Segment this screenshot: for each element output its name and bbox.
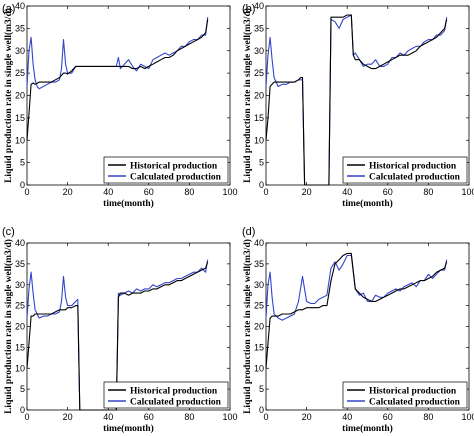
y-tick-label: 10 <box>254 363 264 373</box>
legend-entry: Calculated production <box>130 173 222 183</box>
historical-series-line <box>26 19 209 141</box>
x-tick-label: 20 <box>63 412 73 422</box>
panel-label: (c) <box>2 226 15 238</box>
historical-series-line <box>265 14 448 186</box>
x-tick-label: 0 <box>24 187 29 197</box>
legend-box <box>342 381 468 409</box>
x-tick-label: 60 <box>144 412 154 422</box>
x-axis-label: time(month) <box>342 423 393 434</box>
legend-entry: Calculated production <box>369 398 461 408</box>
y-axis-label: Liquid production rate in single well(m3… <box>3 8 14 183</box>
x-tick-label: 40 <box>342 187 352 197</box>
chart-panel: (d)0204060801000510152025303540time(mont… <box>242 226 474 434</box>
y-tick-label: 35 <box>254 23 264 33</box>
historical-series-line <box>265 252 448 369</box>
chart-panel: (c)0 20 40 60 80 1000510152025303540time(mont… <box>2 226 238 434</box>
y-tick-label: 5 <box>259 158 264 168</box>
x-tick-label: 20 <box>302 412 312 422</box>
y-tick-label: 40 <box>254 1 264 11</box>
legend-entry: Historical production <box>369 387 457 397</box>
y-tick-label: 10 <box>15 363 25 373</box>
legend-box <box>342 156 468 184</box>
x-tick-label: 100 <box>222 412 237 422</box>
x-tick-label: 20 <box>63 187 73 197</box>
y-tick-label: 15 <box>15 113 25 123</box>
y-axis-label: Liquid production rate in single well(m3… <box>242 8 253 183</box>
y-tick-label: 5 <box>259 384 264 394</box>
y-axis-label: Liquid production rate in single well(m3… <box>3 239 14 414</box>
x-tick-label: 80 <box>184 412 194 422</box>
x-tick-label: 40 <box>103 412 113 422</box>
y-tick-label: 0 <box>20 405 25 415</box>
y-tick-label: 25 <box>15 68 25 78</box>
y-tick-label: 15 <box>15 342 25 352</box>
panel-label: (d) <box>242 226 255 238</box>
y-tick-label: 20 <box>15 91 25 101</box>
y-tick-label: 40 <box>254 238 264 248</box>
x-tick-label: 0 <box>263 187 268 197</box>
chart-panel: (b)0204060801000510152025303540time(mont… <box>242 1 474 209</box>
x-axis-label: time(month) <box>342 198 393 209</box>
y-tick-label: 15 <box>254 342 264 352</box>
x-axis-label: time(month) <box>103 198 154 209</box>
y-axis-label: Liquid production rate in single well(m3… <box>242 239 253 414</box>
legend-entry: Historical production <box>369 162 457 172</box>
legend-entry: Historical production <box>130 387 218 397</box>
x-tick-label: 40 <box>342 412 352 422</box>
y-tick-label: 30 <box>254 280 264 290</box>
legend-entry: Calculated production <box>130 398 222 408</box>
x-tick-label: 100 <box>461 412 474 422</box>
y-tick-label: 10 <box>254 135 264 145</box>
y-tick-label: 25 <box>254 68 264 78</box>
x-tick-label: 40 <box>103 187 113 197</box>
x-tick-label: 100 <box>222 187 237 197</box>
x-tick-label: 60 <box>144 187 154 197</box>
y-tick-label: 35 <box>15 23 25 33</box>
x-tick-label: 80 <box>423 412 433 422</box>
x-tick-label: 80 <box>184 187 194 197</box>
y-tick-label: 0 <box>259 180 264 190</box>
historical-series-line <box>26 261 209 411</box>
y-tick-label: 30 <box>254 46 264 56</box>
y-tick-label: 0 <box>259 405 264 415</box>
y-tick-label: 5 <box>20 384 25 394</box>
x-tick-label: 0 <box>24 412 29 422</box>
y-tick-label: 20 <box>254 91 264 101</box>
y-tick-label: 35 <box>15 259 25 269</box>
panel-label: (b) <box>242 3 255 15</box>
y-tick-label: 20 <box>15 322 25 332</box>
x-axis-label: time(month) <box>103 423 154 434</box>
y-tick-label: 25 <box>254 301 264 311</box>
x-tick-label: 100 <box>461 187 474 197</box>
y-tick-label: 30 <box>15 46 25 56</box>
y-tick-label: 0 <box>20 180 25 190</box>
y-tick-label: 30 <box>15 280 25 290</box>
calculated-series-line <box>265 254 448 321</box>
legend-entry: Calculated production <box>369 173 461 183</box>
x-tick-label: 80 <box>423 187 433 197</box>
legend-box <box>103 381 229 409</box>
legend-entry: Historical production <box>130 162 218 172</box>
x-tick-label: 60 <box>383 187 393 197</box>
legend-box <box>103 156 229 184</box>
y-tick-label: 5 <box>20 158 25 168</box>
calculated-series-line <box>26 17 209 90</box>
y-tick-label: 25 <box>15 301 25 311</box>
x-tick-label: 60 <box>383 412 393 422</box>
y-tick-label: 40 <box>15 1 25 11</box>
y-tick-label: 20 <box>254 322 264 332</box>
panel-label: (a) <box>2 3 15 15</box>
y-tick-label: 10 <box>15 135 25 145</box>
y-tick-label: 40 <box>15 238 25 248</box>
y-tick-label: 15 <box>254 113 264 123</box>
x-tick-label: 20 <box>302 187 312 197</box>
x-tick-label: 0 <box>263 412 268 422</box>
chart-panel: (a)0 20 40 60 80 1000510152025303540time(mont… <box>2 1 238 209</box>
y-tick-label: 35 <box>254 259 264 269</box>
